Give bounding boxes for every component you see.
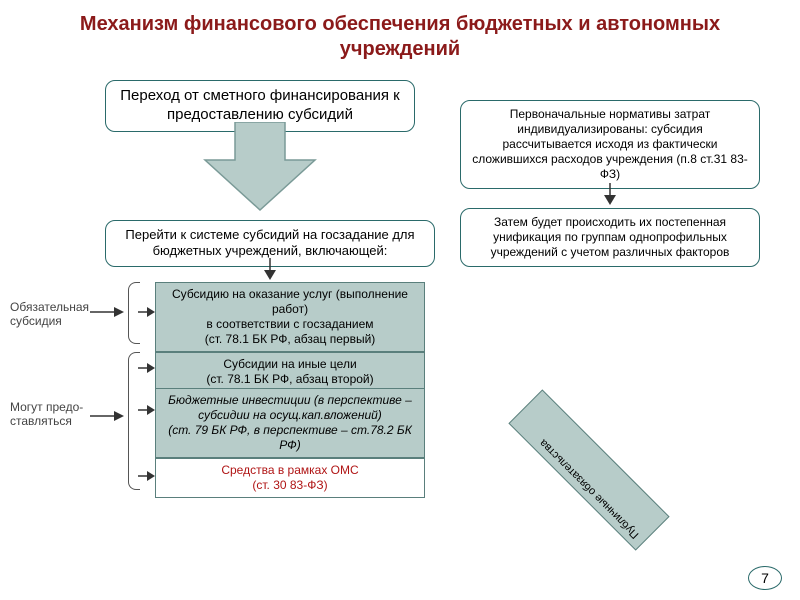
arrow-system-down	[258, 258, 282, 282]
page-title: Механизм финансового обеспечения бюджетн…	[0, 0, 800, 70]
arrow-to-sub4	[138, 468, 156, 484]
box-unification: Затем будет происходить их постепенная у…	[460, 208, 760, 267]
arrow-to-sub3	[138, 402, 156, 418]
page-number: 7	[748, 566, 782, 590]
arrow-to-sub2	[138, 360, 156, 376]
big-down-arrow	[200, 122, 320, 212]
arrow-right-down	[598, 183, 622, 207]
arrow-to-sub1	[138, 304, 156, 320]
arrow-mandatory	[90, 304, 126, 320]
box-initial-norms: Первоначальные нормативы затрат индивиду…	[460, 100, 760, 189]
box-sub1: Субсидию на оказание услуг (выполнение р…	[155, 282, 425, 352]
arrow-optional	[90, 408, 126, 424]
public-obl-text: Публичные обязательства	[518, 418, 641, 541]
box-sub4: Средства в рамках ОМС (ст. 30 83-ФЗ)	[155, 458, 425, 498]
label-optional: Могут предо- ставляться	[10, 400, 100, 429]
box-public-obligations: Публичные обязательства	[508, 389, 669, 550]
label-mandatory: Обязательная субсидия	[10, 300, 100, 329]
box-sub3: Бюджетные инвестиции (в перспективе – су…	[155, 388, 425, 458]
box-sub2: Субсидии на иные цели (ст. 78.1 БК РФ, а…	[155, 352, 425, 392]
